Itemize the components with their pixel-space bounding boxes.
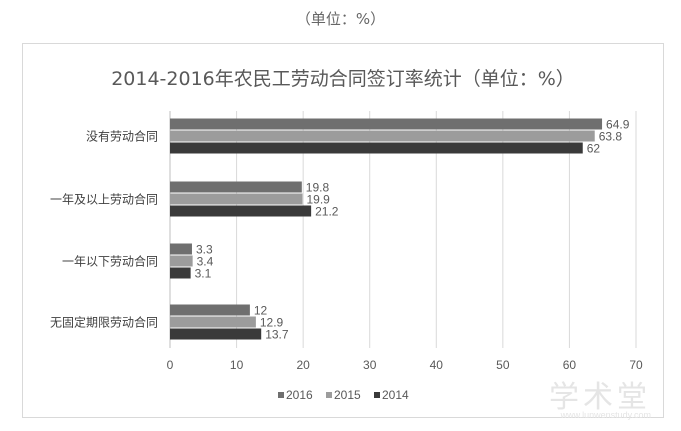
bar bbox=[170, 130, 595, 142]
data-label: 3.4 bbox=[197, 255, 214, 269]
bar bbox=[170, 267, 191, 279]
bar bbox=[170, 205, 312, 217]
x-tick-label: 10 bbox=[230, 358, 244, 372]
bar bbox=[170, 304, 250, 316]
x-tick-label: 50 bbox=[496, 358, 510, 372]
category-label: 没有劳动合同 bbox=[86, 129, 158, 144]
bar bbox=[170, 316, 256, 328]
x-tick-label: 20 bbox=[296, 358, 310, 372]
category-label: 一年及以上劳动合同 bbox=[50, 192, 158, 207]
legend-label: 2014 bbox=[382, 388, 409, 402]
x-tick-label: 0 bbox=[167, 358, 174, 372]
data-label: 12.9 bbox=[260, 316, 284, 330]
x-tick-label: 70 bbox=[629, 358, 643, 372]
watermark: 学术堂 www.lunwenstudy.com bbox=[549, 372, 651, 420]
data-label: 19.8 bbox=[306, 181, 330, 195]
watermark-logo: 学术堂 bbox=[549, 380, 651, 415]
bar bbox=[170, 193, 303, 205]
bar bbox=[170, 118, 603, 130]
data-label: 12 bbox=[254, 304, 268, 318]
chart-frame: 2014-2016年农民工劳动合同签订率统计（单位：%） bbox=[22, 43, 664, 418]
bar bbox=[170, 142, 583, 154]
data-label: 64.9 bbox=[606, 118, 630, 132]
data-label: 3.3 bbox=[196, 243, 213, 257]
legend-label: 2016 bbox=[286, 388, 313, 402]
x-tick-label: 30 bbox=[363, 358, 377, 372]
unit-caption: （单位：%） bbox=[295, 10, 386, 28]
legend-swatch bbox=[374, 392, 380, 398]
bar bbox=[170, 243, 192, 255]
data-label: 19.9 bbox=[306, 193, 330, 207]
data-label: 63.8 bbox=[599, 130, 623, 144]
data-label: 3.1 bbox=[195, 267, 212, 281]
legend-swatch bbox=[326, 392, 332, 398]
category-label: 一年以下劳动合同 bbox=[62, 254, 158, 269]
bar bbox=[170, 328, 262, 340]
legend-label: 2015 bbox=[334, 388, 361, 402]
chart-title: 2014-2016年农民工劳动合同签订率统计（单位：%） bbox=[111, 68, 575, 90]
legend-swatch bbox=[278, 392, 284, 398]
data-label: 62 bbox=[587, 142, 601, 156]
category-label: 无固定期限劳动合同 bbox=[50, 315, 158, 330]
bar bbox=[170, 181, 302, 193]
bar bbox=[170, 255, 193, 267]
x-tick-label: 40 bbox=[430, 358, 444, 372]
data-label: 21.2 bbox=[315, 205, 339, 219]
watermark-url: www.lunwenstudy.com bbox=[560, 410, 651, 420]
x-tick-label: 60 bbox=[563, 358, 577, 372]
data-label: 13.7 bbox=[265, 328, 289, 342]
